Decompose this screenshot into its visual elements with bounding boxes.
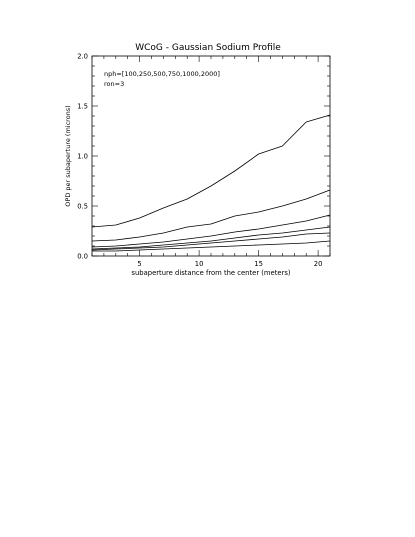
series-lines: [91, 114, 331, 252]
y-tick-label: 0.0: [77, 253, 88, 261]
x-tick-label: 10: [195, 260, 204, 268]
chart-title: WCoG - Gaussian Sodium Profile: [135, 43, 281, 53]
series-line-1: [91, 114, 331, 228]
series-line-3: [91, 214, 331, 248]
y-tick-label: 1.0: [77, 153, 88, 161]
y-tick-label: 0.5: [77, 203, 88, 211]
annotation-ron: ron=3: [104, 80, 124, 88]
series-line-4: [91, 226, 331, 250]
x-tick-label: 5: [137, 260, 141, 268]
series-line-2: [91, 189, 331, 242]
x-axis-label: subaperture distance from the center (me…: [131, 269, 290, 277]
series-line-6: [92, 240, 331, 252]
series-line-5: [91, 232, 331, 251]
y-tick-label: 2.0: [77, 53, 88, 61]
y-tick-label: 1.5: [77, 103, 88, 111]
x-tick-label: 15: [254, 260, 263, 268]
annotation-nph: nph=[100,250,500,750,1000,2000]: [104, 70, 220, 78]
y-axis-label: OPD per subaperture (microns): [64, 105, 72, 206]
x-tick-label: 20: [314, 260, 323, 268]
axis-ticks: 5 10 15 20 0.0 0.5 1.0 1.5 2.0: [77, 53, 331, 268]
